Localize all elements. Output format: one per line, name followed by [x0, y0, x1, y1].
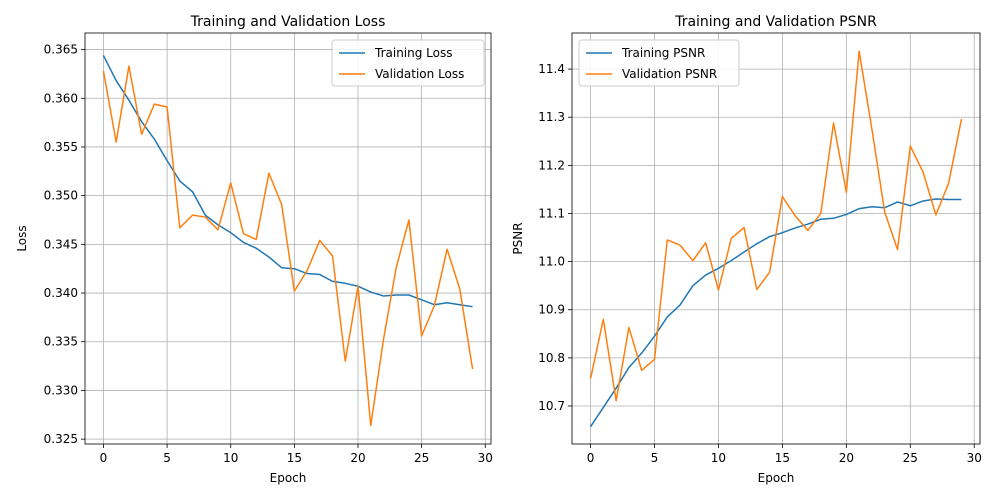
psnr-legend-box — [578, 39, 740, 87]
loss-y-tick-label: 0.335 — [44, 335, 78, 349]
loss-x-tick-label: 0 — [100, 451, 108, 465]
psnr-chart: 0 5 10 15 20 25 30 10.7 10.8 10.9 11.0 11.1 11.2 11.3… — [511, 14, 982, 485]
psnr-x-tick-label: 15 — [775, 451, 790, 465]
loss-y-tick-label: 0.360 — [44, 91, 78, 105]
loss-legend-box — [331, 39, 485, 87]
psnr-y-tick-label: 11.4 — [538, 62, 565, 76]
loss-y-tick-label: 0.330 — [44, 383, 78, 397]
loss-x-axis-label: Epoch — [270, 471, 307, 485]
loss-x-tick-label: 5 — [163, 451, 171, 465]
psnr-axes-frame — [571, 32, 981, 445]
psnr-y-tick-label: 11.2 — [538, 158, 565, 172]
loss-y-tick-label: 0.350 — [44, 189, 78, 203]
psnr-y-tick-label: 11.3 — [538, 110, 565, 124]
loss-y-tick-label: 0.325 — [44, 432, 78, 446]
psnr-y-tick-label: 11.1 — [538, 206, 565, 220]
loss-y-tick-label: 0.345 — [44, 237, 78, 251]
psnr-x-tick-label: 25 — [903, 451, 918, 465]
loss-x-tick-label: 25 — [414, 451, 429, 465]
psnr-x-tick-label: 5 — [651, 451, 659, 465]
psnr-legend: Training PSNR Validation PSNR — [578, 39, 740, 87]
psnr-y-axis-label: PSNR — [511, 222, 525, 254]
psnr-series-line-1 — [589, 50, 963, 402]
psnr-x-tick-label: 0 — [587, 451, 595, 465]
loss-y-tick-label: 0.365 — [44, 43, 78, 57]
loss-x-tick-label: 30 — [478, 451, 493, 465]
psnr-x-tick-label: 20 — [839, 451, 854, 465]
loss-chart-title: Training and Validation Loss — [190, 14, 386, 30]
loss-y-axis-label: Loss — [15, 225, 29, 251]
loss-y-tick-label: 0.355 — [44, 140, 78, 154]
loss-legend-label-0: Training Loss — [374, 46, 452, 60]
loss-legend: Training Loss Validation Loss — [331, 39, 485, 87]
loss-legend-label-1: Validation Loss — [375, 67, 464, 81]
loss-x-tick-label: 15 — [287, 451, 302, 465]
psnr-legend-label-1: Validation PSNR — [622, 67, 717, 81]
loss-x-tick-label: 20 — [350, 451, 365, 465]
loss-series-line-1 — [102, 65, 474, 427]
psnr-x-tick-label: 30 — [967, 451, 982, 465]
loss-series-line-0 — [102, 55, 473, 308]
psnr-x-tick-label: 10 — [711, 451, 726, 465]
psnr-chart-title: Training and Validation PSNR — [674, 14, 877, 30]
psnr-y-tick-label: 10.8 — [538, 351, 565, 365]
psnr-y-tick-label: 11.0 — [538, 255, 565, 269]
loss-x-tick-label: 10 — [223, 451, 238, 465]
loss-axes-frame — [84, 32, 492, 445]
psnr-x-axis-label: Epoch — [758, 471, 795, 485]
psnr-y-tick-label: 10.7 — [538, 399, 565, 413]
loss-chart: 0 5 10 15 20 25 30 0.325 0.330 0.335 0.340 0.345 0.3… — [15, 14, 493, 485]
psnr-y-tick-label: 10.9 — [538, 303, 565, 317]
loss-y-tick-label: 0.340 — [44, 286, 78, 300]
psnr-legend-label-0: Training PSNR — [621, 46, 705, 60]
